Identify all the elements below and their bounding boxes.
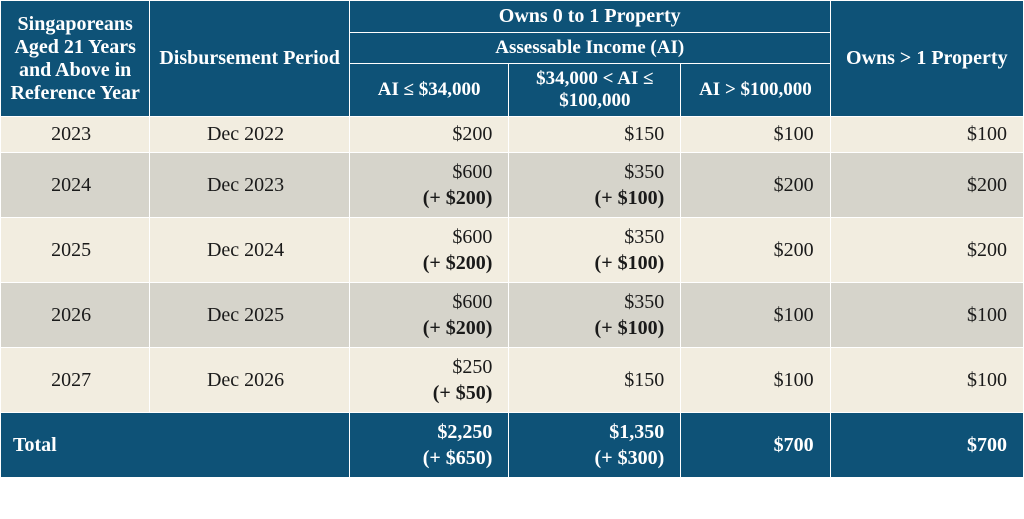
cell-year: 2025 [1, 218, 150, 283]
cell-period: Dec 2026 [150, 348, 349, 413]
cell-band2: $350 (+ $100) [509, 283, 681, 348]
cell-gt1: $100 [830, 117, 1023, 153]
cell-value: $600 [358, 289, 493, 315]
col-header-ai-band2: $34,000 < AI ≤ $100,000 [509, 64, 681, 117]
table-row: 2023 Dec 2022 $200 $150 $100 $100 [1, 117, 1024, 153]
total-row: Total $2,250 (+ $650) $1,350 (+ $300) $7… [1, 413, 1024, 478]
col-header-ai-band3: AI > $100,000 [681, 64, 830, 117]
col-header-ai-label: Assessable Income (AI) [349, 33, 830, 64]
cell-value: $350 [517, 159, 664, 185]
col-header-period: Disbursement Period [150, 1, 349, 117]
cell-value: $250 [358, 354, 493, 380]
cell-gt1: $100 [830, 348, 1023, 413]
disbursement-table: Singaporeans Aged 21 Years and Above in … [0, 0, 1024, 478]
cell-addition: (+ $200) [358, 185, 493, 211]
cell-addition: (+ $650) [358, 445, 493, 471]
cell-addition: (+ $300) [517, 445, 664, 471]
cell-addition: (+ $200) [358, 315, 493, 341]
cell-band1: $600 (+ $200) [349, 283, 509, 348]
total-band2: $1,350 (+ $300) [509, 413, 681, 478]
cell-value: $350 [517, 224, 664, 250]
cell-addition: (+ $100) [517, 315, 664, 341]
total-band3: $700 [681, 413, 830, 478]
cell-value: $2,250 [358, 419, 493, 445]
cell-value: $600 [358, 159, 493, 185]
table-row: 2027 Dec 2026 $250 (+ $50) $150 $100 $10… [1, 348, 1024, 413]
table-row: 2025 Dec 2024 $600 (+ $200) $350 (+ $100… [1, 218, 1024, 283]
cell-addition: (+ $100) [517, 185, 664, 211]
table-header: Singaporeans Aged 21 Years and Above in … [1, 1, 1024, 117]
cell-gt1: $200 [830, 218, 1023, 283]
cell-year: 2024 [1, 153, 150, 218]
cell-band3: $100 [681, 283, 830, 348]
cell-band3: $100 [681, 348, 830, 413]
col-header-owns-0-1: Owns 0 to 1 Property [349, 1, 830, 33]
cell-period: Dec 2024 [150, 218, 349, 283]
cell-band2: $350 (+ $100) [509, 218, 681, 283]
cell-gt1: $200 [830, 153, 1023, 218]
cell-period: Dec 2025 [150, 283, 349, 348]
cell-band3: $200 [681, 153, 830, 218]
cell-band2: $150 [509, 117, 681, 153]
cell-year: 2026 [1, 283, 150, 348]
cell-band1: $250 (+ $50) [349, 348, 509, 413]
cell-band3: $100 [681, 117, 830, 153]
col-header-owns-gt1: Owns > 1 Property [830, 1, 1023, 117]
cell-band1: $600 (+ $200) [349, 153, 509, 218]
cell-addition: (+ $200) [358, 250, 493, 276]
header-row-1: Singaporeans Aged 21 Years and Above in … [1, 1, 1024, 33]
cell-band3: $200 [681, 218, 830, 283]
table-body: 2023 Dec 2022 $200 $150 $100 $100 2024 D… [1, 117, 1024, 478]
table-row: 2026 Dec 2025 $600 (+ $200) $350 (+ $100… [1, 283, 1024, 348]
cell-addition: (+ $50) [358, 380, 493, 406]
cell-gt1: $100 [830, 283, 1023, 348]
col-header-age: Singaporeans Aged 21 Years and Above in … [1, 1, 150, 117]
cell-period: Dec 2023 [150, 153, 349, 218]
cell-period: Dec 2022 [150, 117, 349, 153]
cell-band1: $200 [349, 117, 509, 153]
cell-value: $350 [517, 289, 664, 315]
cell-band2: $150 [509, 348, 681, 413]
disbursement-table-wrapper: Singaporeans Aged 21 Years and Above in … [0, 0, 1024, 478]
cell-year: 2023 [1, 117, 150, 153]
total-band1: $2,250 (+ $650) [349, 413, 509, 478]
cell-value: $600 [358, 224, 493, 250]
cell-addition: (+ $100) [517, 250, 664, 276]
cell-value: $1,350 [517, 419, 664, 445]
cell-band1: $600 (+ $200) [349, 218, 509, 283]
cell-year: 2027 [1, 348, 150, 413]
total-gt1: $700 [830, 413, 1023, 478]
col-header-ai-band1: AI ≤ $34,000 [349, 64, 509, 117]
total-label: Total [1, 413, 350, 478]
table-row: 2024 Dec 2023 $600 (+ $200) $350 (+ $100… [1, 153, 1024, 218]
cell-band2: $350 (+ $100) [509, 153, 681, 218]
